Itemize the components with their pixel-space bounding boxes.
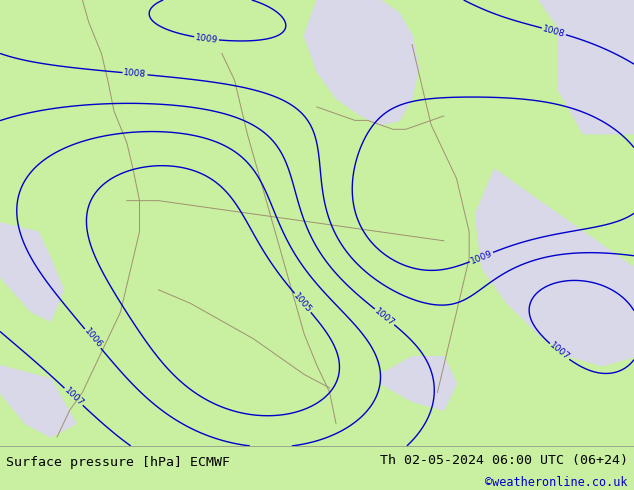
- Text: 1008: 1008: [123, 68, 147, 79]
- Text: Th 02-05-2024 06:00 UTC (06+24): Th 02-05-2024 06:00 UTC (06+24): [380, 454, 628, 466]
- Text: ©weatheronline.co.uk: ©weatheronline.co.uk: [485, 476, 628, 489]
- Text: Surface pressure [hPa] ECMWF: Surface pressure [hPa] ECMWF: [6, 456, 230, 469]
- Polygon shape: [539, 0, 634, 45]
- Polygon shape: [476, 170, 634, 366]
- Polygon shape: [0, 223, 63, 321]
- Text: 1009: 1009: [469, 248, 494, 266]
- Polygon shape: [0, 366, 76, 437]
- Text: 1007: 1007: [373, 306, 396, 328]
- Text: 1008: 1008: [541, 24, 566, 39]
- Polygon shape: [558, 22, 634, 134]
- Text: 1007: 1007: [548, 341, 571, 363]
- Text: 1009: 1009: [195, 33, 219, 45]
- Text: 1007: 1007: [62, 386, 85, 408]
- Polygon shape: [304, 0, 418, 125]
- Polygon shape: [380, 357, 456, 410]
- Text: 1006: 1006: [82, 327, 103, 350]
- Text: 1005: 1005: [292, 291, 314, 315]
